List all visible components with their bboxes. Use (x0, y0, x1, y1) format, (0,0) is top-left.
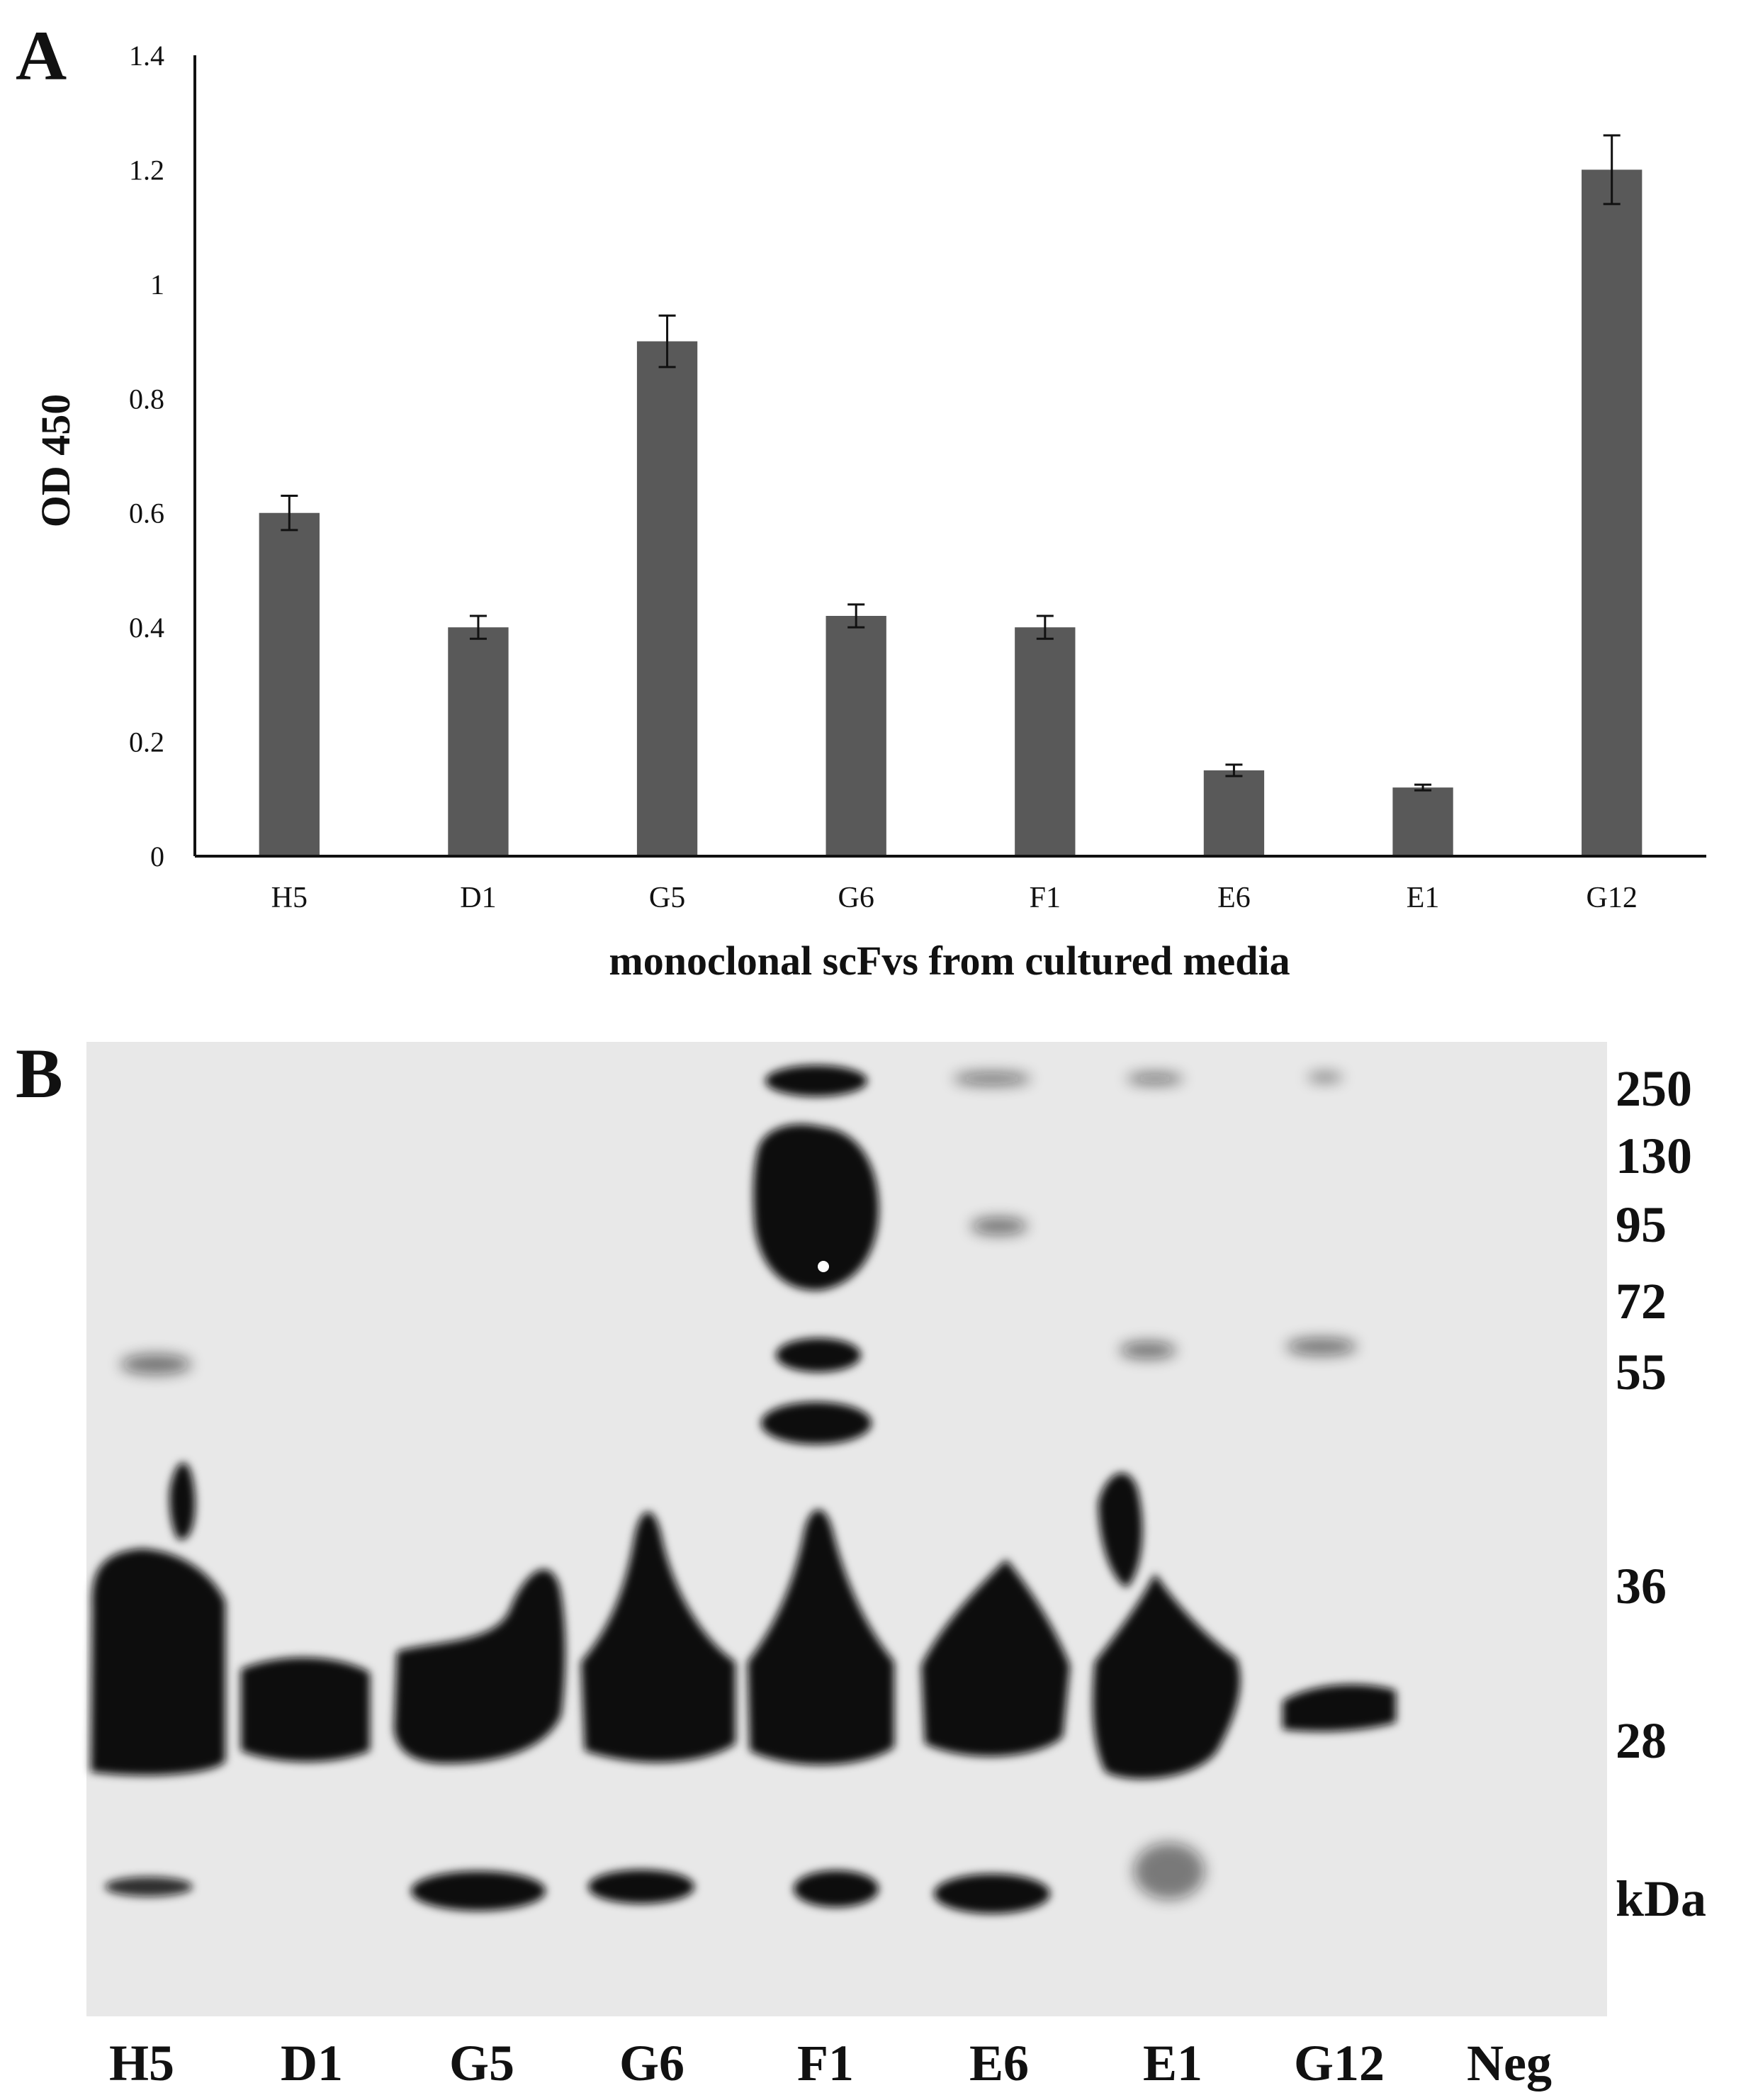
band-h5-main (91, 1549, 225, 1775)
panel-b-western-blot: B (16, 1034, 1706, 2091)
bar-f1 (1015, 627, 1076, 856)
band-f1-55 (776, 1338, 861, 1372)
band-f1-low (794, 1870, 879, 1907)
lane-label-f1: F1 (797, 2035, 854, 2091)
molecular-weight-markers: 250 130 95 72 55 36 28 kDa (1616, 1060, 1706, 1927)
bar-e1 (1392, 787, 1453, 856)
bar-g6 (826, 616, 886, 856)
error-bar-e1 (1414, 783, 1432, 792)
y-axis-title: OD 450 (33, 394, 79, 528)
y-tick-0-2: 0.2 (129, 726, 164, 758)
marker-kda: kDa (1616, 1870, 1706, 1927)
x-label-e1: E1 (1407, 882, 1440, 914)
marker-55: 55 (1616, 1344, 1667, 1400)
blot-bands (91, 1065, 1396, 1914)
bar-e6 (1203, 770, 1265, 856)
y-tick-1-2: 1.2 (129, 154, 164, 186)
band-g6-low (588, 1870, 694, 1904)
panel-a-bar-chart: A 0 0.2 0.4 0.6 0.8 1 1.2 1.4 H5 D1 G5 G6 F1 E6 E1 G12… (16, 16, 1706, 984)
band-g12-250 (1307, 1073, 1343, 1082)
marker-250: 250 (1616, 1060, 1692, 1117)
band-h5-smear (169, 1462, 196, 1540)
error-bar-g12 (1603, 134, 1621, 206)
band-e1-main (1093, 1573, 1241, 1779)
marker-130: 130 (1616, 1128, 1692, 1184)
bar-g12 (1582, 169, 1643, 856)
x-label-h5: H5 (271, 882, 308, 914)
lane-label-g12: G12 (1294, 2035, 1385, 2091)
band-e6-95 (971, 1218, 1027, 1235)
x-label-g12: G12 (1587, 882, 1638, 914)
x-label-g5: G5 (649, 882, 685, 914)
lane-label-e6: E6 (969, 2035, 1029, 2091)
band-g6-main (581, 1512, 736, 1763)
x-label-f1: F1 (1030, 882, 1061, 914)
band-g5-low (411, 1871, 546, 1911)
y-tick-0-8: 0.8 (129, 383, 164, 415)
band-g12-main (1283, 1684, 1396, 1731)
lane-label-d1: D1 (281, 2035, 343, 2091)
band-e1-55 (1120, 1342, 1176, 1359)
panel-a-letter: A (16, 16, 67, 95)
band-g5-main (394, 1569, 565, 1764)
x-axis-title: monoclonal scFvs from cultured media (609, 938, 1290, 984)
error-bar-h5 (281, 495, 298, 532)
x-label-e6: E6 (1217, 882, 1251, 914)
y-tick-labels: 0 0.2 0.4 0.6 0.8 1 1.2 1.4 (129, 40, 164, 872)
band-e1-low (1134, 1843, 1205, 1899)
bars (259, 169, 1643, 857)
band-e6-main (921, 1559, 1070, 1757)
bar-d1 (448, 627, 509, 856)
bar-g5 (636, 341, 698, 857)
error-bar-g6 (847, 603, 865, 629)
band-f1-main (748, 1510, 894, 1765)
band-g12-55 (1286, 1338, 1357, 1355)
band-h5-low (105, 1877, 193, 1897)
y-tick-0-4: 0.4 (129, 612, 164, 644)
band-d1-main (241, 1657, 370, 1762)
panel-b-letter: B (16, 1034, 63, 1113)
bar-h5 (259, 512, 320, 856)
band-h5-55 (120, 1354, 191, 1374)
band-e6-low (934, 1874, 1050, 1914)
marker-28: 28 (1616, 1712, 1667, 1769)
band-e6-250 (953, 1072, 1031, 1085)
lane-label-h5: H5 (109, 2035, 174, 2091)
x-label-g6: G6 (838, 882, 874, 914)
band-e1-upper-smear (1098, 1473, 1143, 1588)
marker-36: 36 (1616, 1558, 1667, 1615)
y-tick-1-4: 1.4 (129, 40, 164, 72)
lane-label-g6: G6 (619, 2035, 684, 2091)
marker-95: 95 (1616, 1196, 1667, 1253)
x-category-labels: H5 D1 G5 G6 F1 E6 E1 G12 (271, 882, 1638, 914)
error-bar-d1 (469, 614, 487, 640)
lane-label-neg: Neg (1467, 2035, 1552, 2091)
y-tick-0-6: 0.6 (129, 498, 164, 529)
f1-bubble (818, 1261, 829, 1272)
band-f1-250 (765, 1065, 867, 1096)
lane-label-e1: E1 (1143, 2035, 1202, 2091)
band-e1-250 (1127, 1073, 1183, 1084)
y-tick-1: 1 (150, 269, 164, 301)
error-bars (281, 134, 1621, 792)
x-label-d1: D1 (460, 882, 496, 914)
band-f1-45 (761, 1402, 872, 1444)
marker-72: 72 (1616, 1273, 1667, 1330)
error-bar-f1 (1036, 614, 1054, 640)
lane-labels: H5 D1 G5 G6 F1 E6 E1 G12 Neg (109, 2035, 1552, 2091)
error-bar-g5 (658, 314, 676, 369)
y-tick-0: 0 (150, 841, 164, 872)
error-bar-e6 (1225, 763, 1243, 777)
lane-label-g5: G5 (449, 2035, 514, 2091)
band-f1-130 (753, 1124, 879, 1291)
